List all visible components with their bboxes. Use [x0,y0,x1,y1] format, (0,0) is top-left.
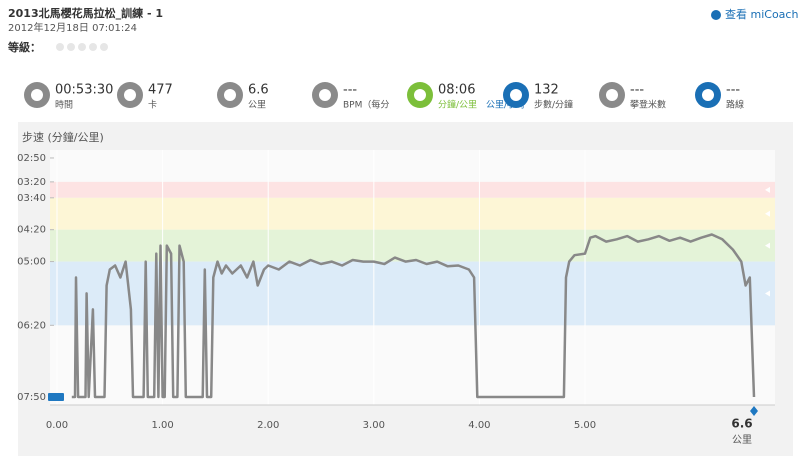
title: 2013北馬櫻花馬拉松_訓練 - 1 [8,6,163,20]
stat-value: --- [726,83,740,98]
stat-label: 時間 [55,100,73,111]
y-tick-label: 03:20 [17,177,46,188]
rating-label: 等級： [7,40,41,54]
stat-label: BPM（每分 [343,99,389,111]
stat-label: 公里 [248,100,266,111]
end-value: 6.6 [731,417,752,431]
stat-label: 路線 [726,99,744,111]
date: 2012年12月18日 07:01:24 [8,21,137,34]
stat-icon-inner [31,89,43,101]
y-tick-label: 06:20 [17,320,46,331]
stat-value: 08:06 [438,83,475,98]
stat-icon-inner [414,89,426,101]
y-tick-label: 05:00 [17,257,46,268]
stat-value: --- [343,83,357,98]
stat-label: 分鐘/公里 [438,99,477,111]
chart-title: 步速 (分鐘/公里) [22,130,104,144]
stat-label-2: 公里/小時 [486,100,525,111]
stat-value: 132 [534,83,559,98]
stat-value: 00:53:30 [55,83,113,98]
stat-value: 477 [148,83,173,98]
rating-stars[interactable] [56,43,108,51]
stat-icon-inner [319,89,331,101]
start-marker [48,393,64,402]
zone-tab-arrow [765,210,770,217]
link-icon[interactable] [711,10,721,20]
y-tick-label: 07:50 [17,392,46,403]
zone-tab-arrow [765,290,770,297]
stat-icon-inner [124,89,136,101]
end-unit: 公里 [732,434,752,446]
stat-label: 卡 [148,99,157,111]
micoach-link[interactable]: 查看 miCoach [725,7,798,21]
stat-label: 攀登米數 [630,99,666,111]
x-tick-label: 4.00 [468,420,490,431]
stat-icon-inner [510,89,522,101]
stat-value: 6.6 [248,83,269,98]
zone-band [50,197,775,230]
stat-value: --- [630,83,644,98]
x-tick-label: 0.00 [46,420,68,431]
y-tick-label: 04:20 [17,225,46,236]
stat-label: 步數/分鐘 [534,99,573,111]
zone-tab-arrow [765,242,770,249]
x-tick-label: 2.00 [257,420,279,431]
stat-icon-inner [606,89,618,101]
chart: 0.00 1.00 2.00 3.00 4.00 5.00 02:50 03:20 03:40 0… [17,150,775,446]
x-tick-label: 5.00 [574,420,596,431]
zone-band [50,181,775,198]
y-tick-label: 02:50 [17,153,46,164]
zone-tab-arrow [765,186,770,193]
x-tick-label: 1.00 [151,420,173,431]
y-tick-label: 03:40 [17,193,46,204]
zone-band [50,229,775,262]
pace-line [71,233,756,399]
stat-icon-inner [702,89,714,101]
x-tick-label: 3.00 [363,420,385,431]
end-marker [750,406,758,416]
stat-icon-inner [224,89,236,101]
